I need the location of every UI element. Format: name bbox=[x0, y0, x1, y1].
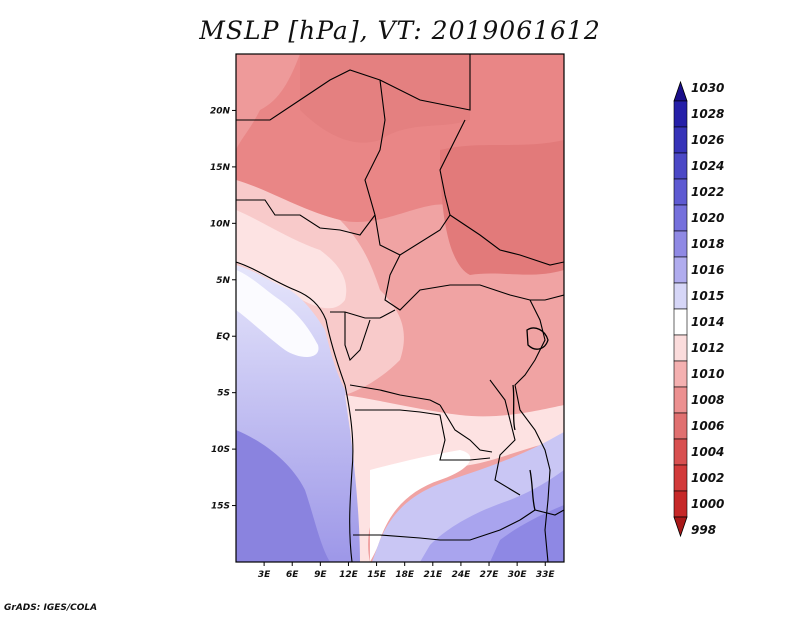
x-tick-label: 3E bbox=[258, 570, 271, 580]
colorbar-level-label: 998 bbox=[691, 523, 716, 537]
colorbar-level-label: 1014 bbox=[691, 315, 724, 329]
boundary-chad-sudan bbox=[449, 214, 564, 266]
y-tick-label: 5S bbox=[217, 389, 230, 399]
map-plot-area bbox=[236, 54, 564, 562]
y-tick-label: 15S bbox=[211, 502, 230, 512]
colorbar-swatch bbox=[673, 334, 688, 362]
y-axis: 20N 15N 10N 5N EQ 5S 10S 15S bbox=[210, 106, 236, 512]
x-tick-label: 33E bbox=[536, 570, 556, 580]
x-tick-label: 18E bbox=[395, 570, 415, 580]
pressure-region-congo-south bbox=[345, 395, 564, 562]
country-boundaries bbox=[236, 54, 564, 562]
colorbar-level-label: 1020 bbox=[691, 211, 724, 225]
x-tick-label: 21E bbox=[423, 570, 443, 580]
boundary-gabon-congo bbox=[344, 312, 371, 362]
lake-malawi bbox=[529, 469, 536, 511]
lakes bbox=[512, 327, 549, 511]
colorbar: 1030 1028 1026 1024 1022 1020 1018 1016 1015 1014… bbox=[673, 80, 724, 538]
colorbar-swatch bbox=[673, 464, 688, 492]
colorbar-swatch bbox=[673, 308, 688, 336]
boundary-angola-drc bbox=[355, 409, 491, 461]
y-tick-label: 10N bbox=[210, 219, 231, 229]
y-tick-label: 10S bbox=[211, 445, 230, 455]
pressure-region-sudan-low bbox=[440, 140, 564, 275]
colorbar-top-arrow bbox=[673, 80, 688, 102]
colorbar-level-label: 1022 bbox=[691, 185, 724, 199]
colorbar-level-label: 1012 bbox=[691, 341, 724, 355]
boundary-namibia-botswana bbox=[353, 519, 521, 541]
colorbar-level-label: 1030 bbox=[691, 81, 724, 95]
colorbar-bottom-arrow bbox=[673, 516, 688, 538]
boundary-zambia bbox=[439, 404, 493, 453]
colorbar-swatch bbox=[673, 178, 688, 206]
colorbar-level-label: 1000 bbox=[691, 497, 724, 511]
colorbar-swatch bbox=[673, 386, 688, 414]
colorbar-level-label: 1010 bbox=[691, 367, 724, 381]
colorbar-level-label: 1004 bbox=[691, 445, 724, 459]
colorbar-swatch bbox=[673, 490, 688, 518]
colorbar-level-label: 1016 bbox=[691, 263, 724, 277]
colorbar-swatch bbox=[673, 438, 688, 466]
y-tick-label: 15N bbox=[210, 163, 231, 173]
chart-title: MSLP [hPa], VT: 2019061612 bbox=[199, 16, 601, 45]
pressure-region-mozambique-core bbox=[490, 505, 564, 562]
colorbar-level-label: 1026 bbox=[691, 133, 724, 147]
x-tick-label: 6E bbox=[286, 570, 299, 580]
x-tick-label: 9E bbox=[314, 570, 327, 580]
colorbar-swatch bbox=[673, 412, 688, 440]
colorbar-level-label: 1018 bbox=[691, 237, 724, 251]
colorbar-level-label: 1002 bbox=[691, 471, 724, 485]
colorbar-swatch bbox=[673, 282, 688, 310]
colorbar-swatch bbox=[673, 152, 688, 180]
plot-frame bbox=[235, 53, 565, 563]
x-tick-label: 30E bbox=[508, 570, 528, 580]
x-tick-label: 15E bbox=[367, 570, 387, 580]
x-tick-label: 12E bbox=[339, 570, 359, 580]
footer-credit: GrADS: IGES/COLA bbox=[4, 603, 98, 613]
colorbar-swatch bbox=[673, 126, 688, 154]
y-tick-label: EQ bbox=[216, 332, 230, 342]
colorbar-level-label: 1008 bbox=[691, 393, 724, 407]
y-tick-label: 20N bbox=[210, 106, 231, 116]
pressure-region-northwest bbox=[236, 54, 300, 150]
colorbar-swatch bbox=[673, 256, 688, 284]
pressure-region-gulf-guinea-coast bbox=[236, 210, 347, 309]
pressure-region-angola-white bbox=[370, 450, 471, 562]
colorbar-swatch bbox=[673, 100, 688, 128]
pressure-region-south-atlantic-core bbox=[236, 430, 330, 562]
boundary-east-african-lakes bbox=[489, 379, 521, 496]
colorbar-swatch bbox=[673, 360, 688, 388]
boundary-east-africa bbox=[514, 299, 551, 562]
colorbar-swatch bbox=[673, 204, 688, 232]
x-tick-label: 24E bbox=[452, 570, 472, 580]
boundary-congo-south bbox=[349, 384, 441, 406]
x-axis: 3E 6E 9E 12E 15E 18E 21E 24E 27E 30E 33E bbox=[258, 562, 556, 580]
boundary-car bbox=[384, 254, 564, 311]
lake-tanganyika bbox=[512, 384, 516, 431]
y-tick-label: 5N bbox=[216, 276, 230, 286]
colorbar-level-label: 1006 bbox=[691, 419, 724, 433]
pressure-region-sahara-low bbox=[300, 54, 470, 143]
pressure-region-gulf-guinea-white bbox=[236, 270, 319, 357]
x-tick-label: 27E bbox=[480, 570, 500, 580]
lake-victoria bbox=[526, 327, 549, 350]
boundary-cameroon-gabon bbox=[330, 309, 396, 319]
colorbar-level-label: 1028 bbox=[691, 107, 724, 121]
boundary-sahara bbox=[236, 54, 471, 121]
colorbar-swatch bbox=[673, 230, 688, 258]
colorbar-level-label: 1024 bbox=[691, 159, 724, 173]
boundary-mozambique bbox=[519, 509, 564, 521]
colorbar-level-label: 1015 bbox=[691, 289, 724, 303]
africa-west-coastline bbox=[236, 261, 354, 562]
boundary-sahel bbox=[236, 199, 376, 236]
